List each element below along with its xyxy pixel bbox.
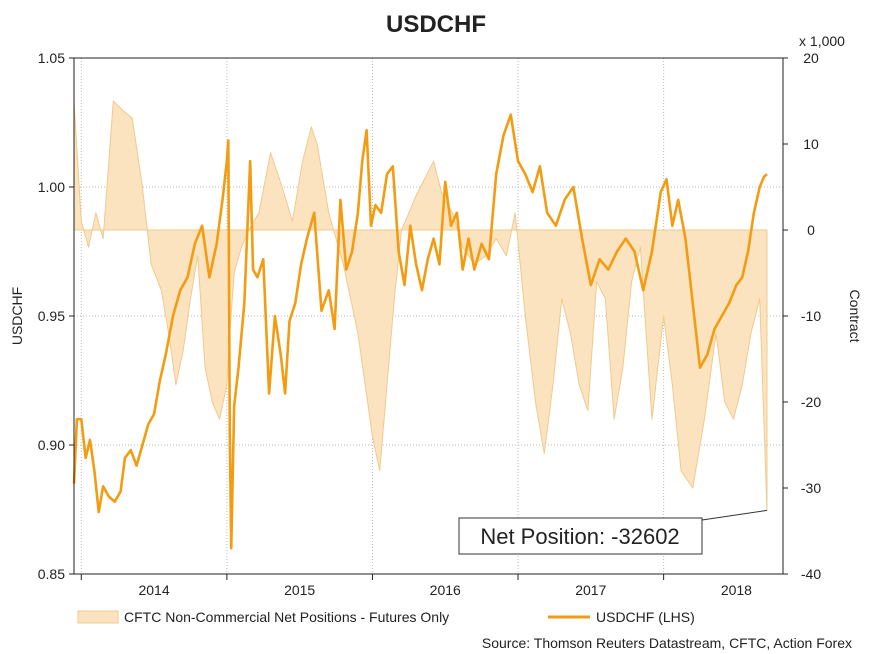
x-tick-label: 2017 [575,582,606,598]
right-axis: -40 -30 -20 -10 0 10 20 [783,50,821,582]
right-tick-label: -10 [801,308,821,324]
right-tick-label: -40 [801,566,821,582]
y2-axis-label: Contract [847,290,863,343]
annotation-box [458,517,703,555]
left-tick-label: 0.85 [38,566,65,582]
legend-label-cftc: CFTC Non-Commercial Net Positions - Futu… [124,609,449,625]
left-tick-label: 0.95 [38,308,65,324]
source-note: Source: Thomson Reuters Datastream, CFTC… [482,635,852,651]
y-axis-label: USDCHF [9,287,25,345]
cftc-net-positions-area [73,100,768,511]
right-axis-multiplier: x 1,000 [799,33,845,49]
right-tick-label: -20 [801,394,821,410]
annotation-leader-line [701,509,768,521]
cftc-area-path [73,100,768,511]
x-tick-label: 2016 [430,582,461,598]
left-tick-label: 1.00 [38,179,65,195]
usdchf-line-path [72,113,768,550]
left-tick-label: 1.05 [38,50,65,66]
right-tick-label: 10 [803,136,819,152]
left-tick-label: 0.90 [38,437,65,453]
x-tick-label: 2015 [284,582,315,598]
net-position-annotation: Net Position: -32602 [458,509,768,555]
x-axis: 2014 2015 2016 2017 2018 [80,574,752,598]
right-tick-label: 20 [803,50,819,66]
usdchf-line [72,113,768,550]
legend-label-usdchf: USDCHF (LHS) [596,609,695,625]
x-tick-label: 2014 [138,582,169,598]
chart-title: USDCHF [386,11,486,38]
right-tick-label: 0 [807,222,815,238]
left-axis: 0.85 0.90 0.95 1.00 1.05 [38,50,74,582]
annotation-label: Net Position: -32602 [480,524,679,549]
right-tick-label: -30 [801,480,821,496]
legend: CFTC Non-Commercial Net Positions - Futu… [77,609,695,625]
x-tick-label: 2018 [721,582,752,598]
legend-swatch-cftc [77,610,119,624]
